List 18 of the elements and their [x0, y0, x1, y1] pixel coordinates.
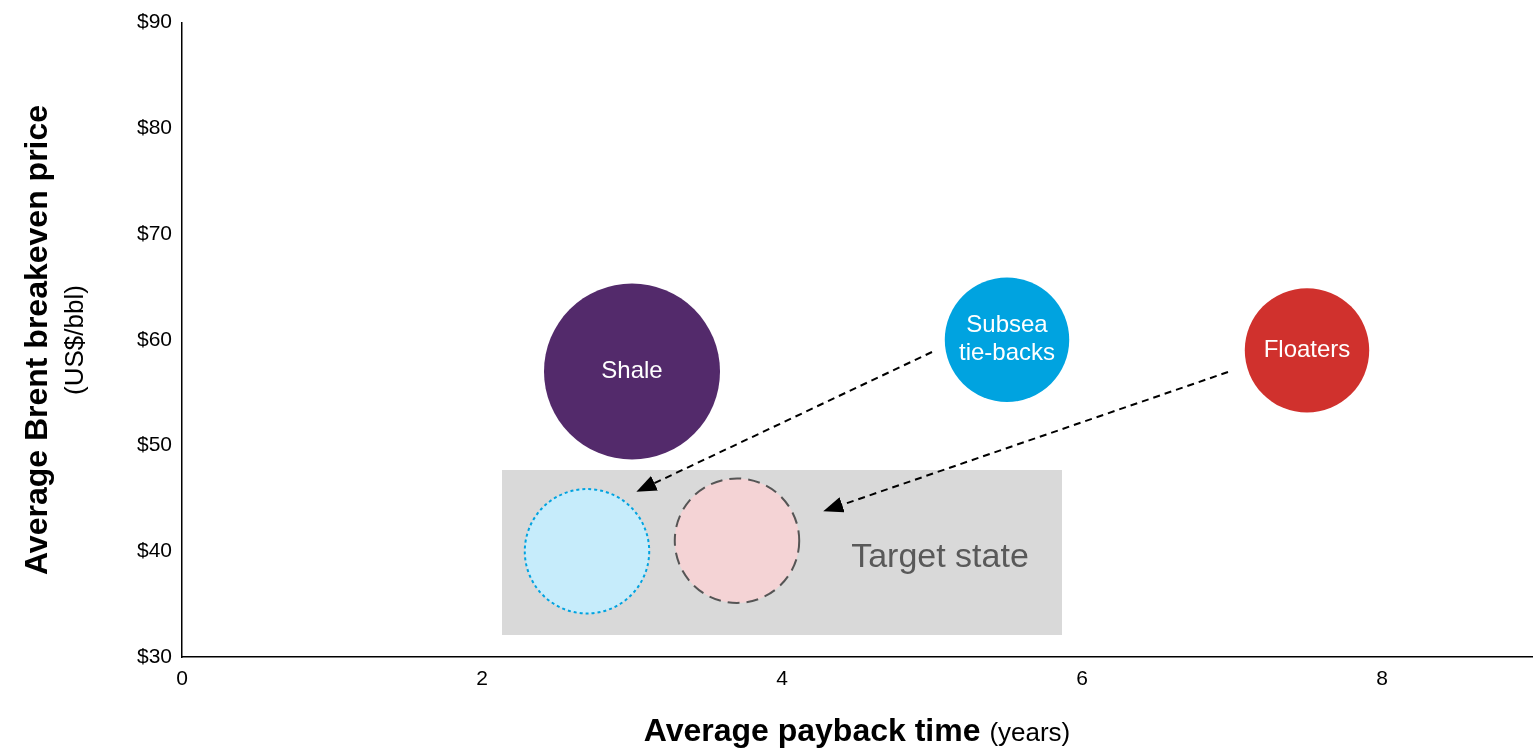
x-tick-label: 2 [476, 666, 488, 690]
series-label: Subsea tie-backs [958, 310, 1056, 366]
series-label: Shale [601, 356, 663, 384]
y-tick-label: $40 [136, 538, 172, 562]
x-tick-label: 4 [776, 666, 789, 690]
y-tick-label: $70 [136, 220, 172, 244]
annotation: Target state [851, 536, 1029, 575]
x-axis-title: Average payback time (years) [643, 712, 1071, 748]
y-axis-title: Average Brent breakeven price (US$/bbl) [18, 104, 89, 576]
x-tick-label: 8 [1376, 666, 1388, 690]
x-tick-label: 0 [176, 666, 188, 690]
y-tick-label: $90 [136, 9, 172, 33]
series-label: Floaters [1263, 335, 1351, 362]
y-tick-label: $80 [136, 115, 172, 139]
y-tick-label: $30 [136, 643, 172, 667]
x-tick-label: 6 [1076, 666, 1088, 690]
y-tick-label: $50 [136, 432, 172, 456]
y-tick-label: $60 [136, 326, 172, 350]
